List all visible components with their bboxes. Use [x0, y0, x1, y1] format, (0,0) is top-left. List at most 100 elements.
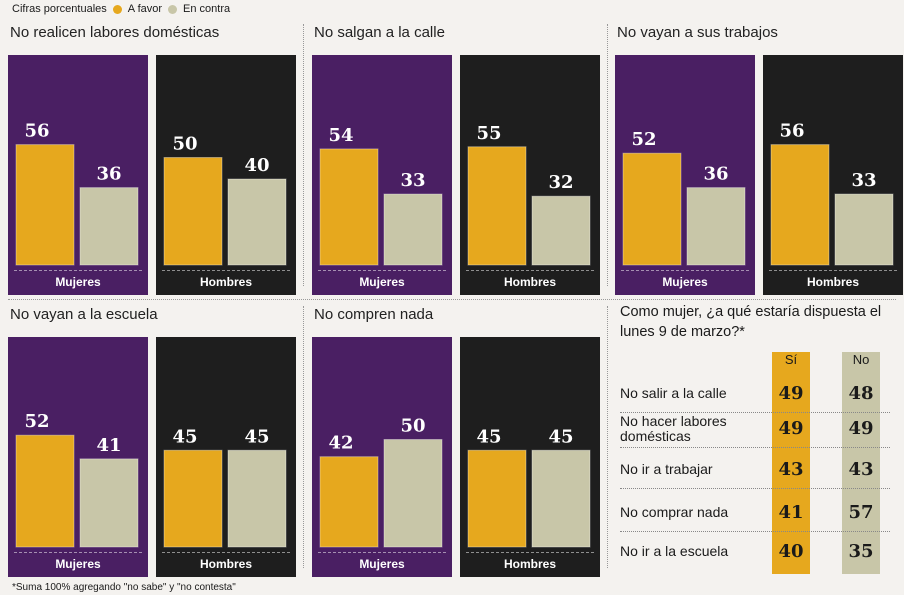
group-label: Mujeres [55, 275, 101, 289]
bar-group-svg: 45 45 [467, 426, 591, 548]
group-hombres: 45 45 Hombres [460, 337, 600, 577]
group-label: Mujeres [662, 275, 708, 289]
table-value-si: 43 [778, 459, 804, 480]
bar-value-label: 45 [244, 426, 269, 447]
table-value-no: 49 [848, 418, 874, 439]
bar-value-label: 33 [400, 170, 425, 191]
bar-favor [319, 456, 379, 548]
chart-panel: No vayan a la escuela 52 41 Mujeres 45 45 Homb… [8, 304, 300, 594]
bar-favor [15, 144, 75, 266]
table-value-si: 49 [778, 383, 804, 404]
bar-contra [227, 449, 287, 548]
bar-group-svg: 45 45 [163, 426, 287, 548]
column-divider [607, 24, 609, 286]
table-value-no: 57 [848, 502, 874, 523]
panel-title: No vayan a la escuela [10, 306, 158, 323]
survey-table: Como mujer, ¿a qué estaría dispuesta el … [612, 300, 894, 578]
group-divider [318, 552, 446, 553]
table-value-si: 40 [778, 541, 804, 562]
panel-title: No salgan a la calle [314, 24, 445, 41]
group-label: Mujeres [55, 557, 101, 571]
legend-favor-swatch [112, 4, 122, 14]
chart-panel: No realicen labores domésticas 56 36 Mujere… [8, 22, 300, 312]
table-row-label: No comprar nada [620, 504, 729, 520]
bar-contra [834, 193, 894, 266]
bar-value-label: 40 [244, 155, 269, 176]
group-label: Hombres [199, 275, 252, 289]
bar-value-label: 56 [779, 121, 804, 142]
legend-contra-label: En contra [183, 3, 231, 15]
group-label: Mujeres [359, 275, 405, 289]
bar-value-label: 45 [548, 426, 573, 447]
bar-contra [79, 187, 139, 266]
group-divider [14, 552, 142, 553]
group-mujeres: 54 33 Mujeres [312, 55, 452, 295]
table-value-no: 35 [848, 541, 874, 562]
bar-favor [770, 144, 830, 266]
bar-value-label: 32 [548, 172, 573, 193]
bar-contra [531, 449, 591, 548]
table-value-si: 49 [778, 418, 804, 439]
table-title: Como mujer, ¿a qué estaría dispuesta el … [620, 304, 882, 340]
group-label: Mujeres [359, 557, 405, 571]
bar-value-label: 50 [172, 134, 197, 155]
table-row-label: No salir a la calle [620, 385, 727, 401]
footnote: *Suma 100% agregando "no sabe" y "no con… [12, 582, 236, 593]
bar-value-label: 33 [851, 170, 876, 191]
row-divider [8, 299, 896, 300]
no-column-header: No [852, 352, 870, 367]
bar-value-label: 55 [476, 123, 501, 144]
no-column [842, 352, 880, 574]
column-divider [607, 306, 609, 568]
chart-panel: No salgan a la calle 54 33 Mujeres 55 32 Hombr… [312, 22, 604, 312]
panel-title: No realicen labores domésticas [10, 24, 220, 41]
table-value-no: 48 [848, 383, 874, 404]
si-column-header: Sí [784, 352, 798, 367]
chart-panel: No vayan a sus trabajos 52 36 Mujeres 56 33 Ho… [615, 22, 904, 312]
group-divider [621, 270, 749, 271]
group-divider [466, 270, 594, 271]
bar-group-svg: 52 36 [622, 129, 746, 266]
bar-contra [79, 458, 139, 548]
legend: Cifras porcentuales A favor En contra [12, 3, 230, 15]
bar-contra [383, 193, 443, 266]
legend-title: Cifras porcentuales [12, 3, 107, 15]
group-divider [162, 552, 290, 553]
bar-value-label: 52 [631, 129, 656, 150]
table-row-label: No ir a trabajar [620, 461, 713, 477]
legend-favor-label: A favor [127, 3, 163, 15]
group-divider [466, 552, 594, 553]
group-mujeres: 56 36 Mujeres [8, 55, 148, 295]
group-hombres: 56 33 Hombres [763, 55, 903, 295]
bar-group-svg: 42 50 [319, 416, 443, 548]
group-hombres: 45 45 Hombres [156, 337, 296, 577]
group-label: Hombres [199, 557, 252, 571]
group-label: Hombres [806, 275, 859, 289]
bar-favor [467, 146, 527, 266]
bar-group-svg: 52 41 [15, 411, 139, 548]
table-value-si: 41 [778, 502, 804, 523]
chart-panel: No compren nada 42 50 Mujeres 45 45 Hombres [312, 304, 604, 594]
group-hombres: 55 32 Hombres [460, 55, 600, 295]
column-divider [303, 306, 305, 568]
bar-group-svg: 56 33 [770, 121, 894, 266]
bar-contra [227, 178, 287, 266]
table-row-divider [620, 412, 890, 413]
bar-value-label: 42 [328, 433, 353, 454]
table-row-divider [620, 531, 890, 532]
bar-value-label: 56 [24, 121, 49, 142]
panel-title: No vayan a sus trabajos [617, 24, 778, 41]
bar-favor [467, 449, 527, 548]
group-label: Hombres [503, 557, 556, 571]
bar-group-svg: 50 40 [163, 134, 287, 266]
bar-favor [15, 434, 75, 548]
bar-contra [383, 439, 443, 548]
group-divider [769, 270, 897, 271]
bar-value-label: 50 [400, 416, 425, 437]
group-divider [318, 270, 446, 271]
legend-contra-swatch [168, 4, 178, 14]
bar-value-label: 41 [96, 435, 121, 456]
bar-favor [319, 148, 379, 266]
bar-group-svg: 55 32 [467, 123, 591, 266]
bar-favor [622, 152, 682, 266]
